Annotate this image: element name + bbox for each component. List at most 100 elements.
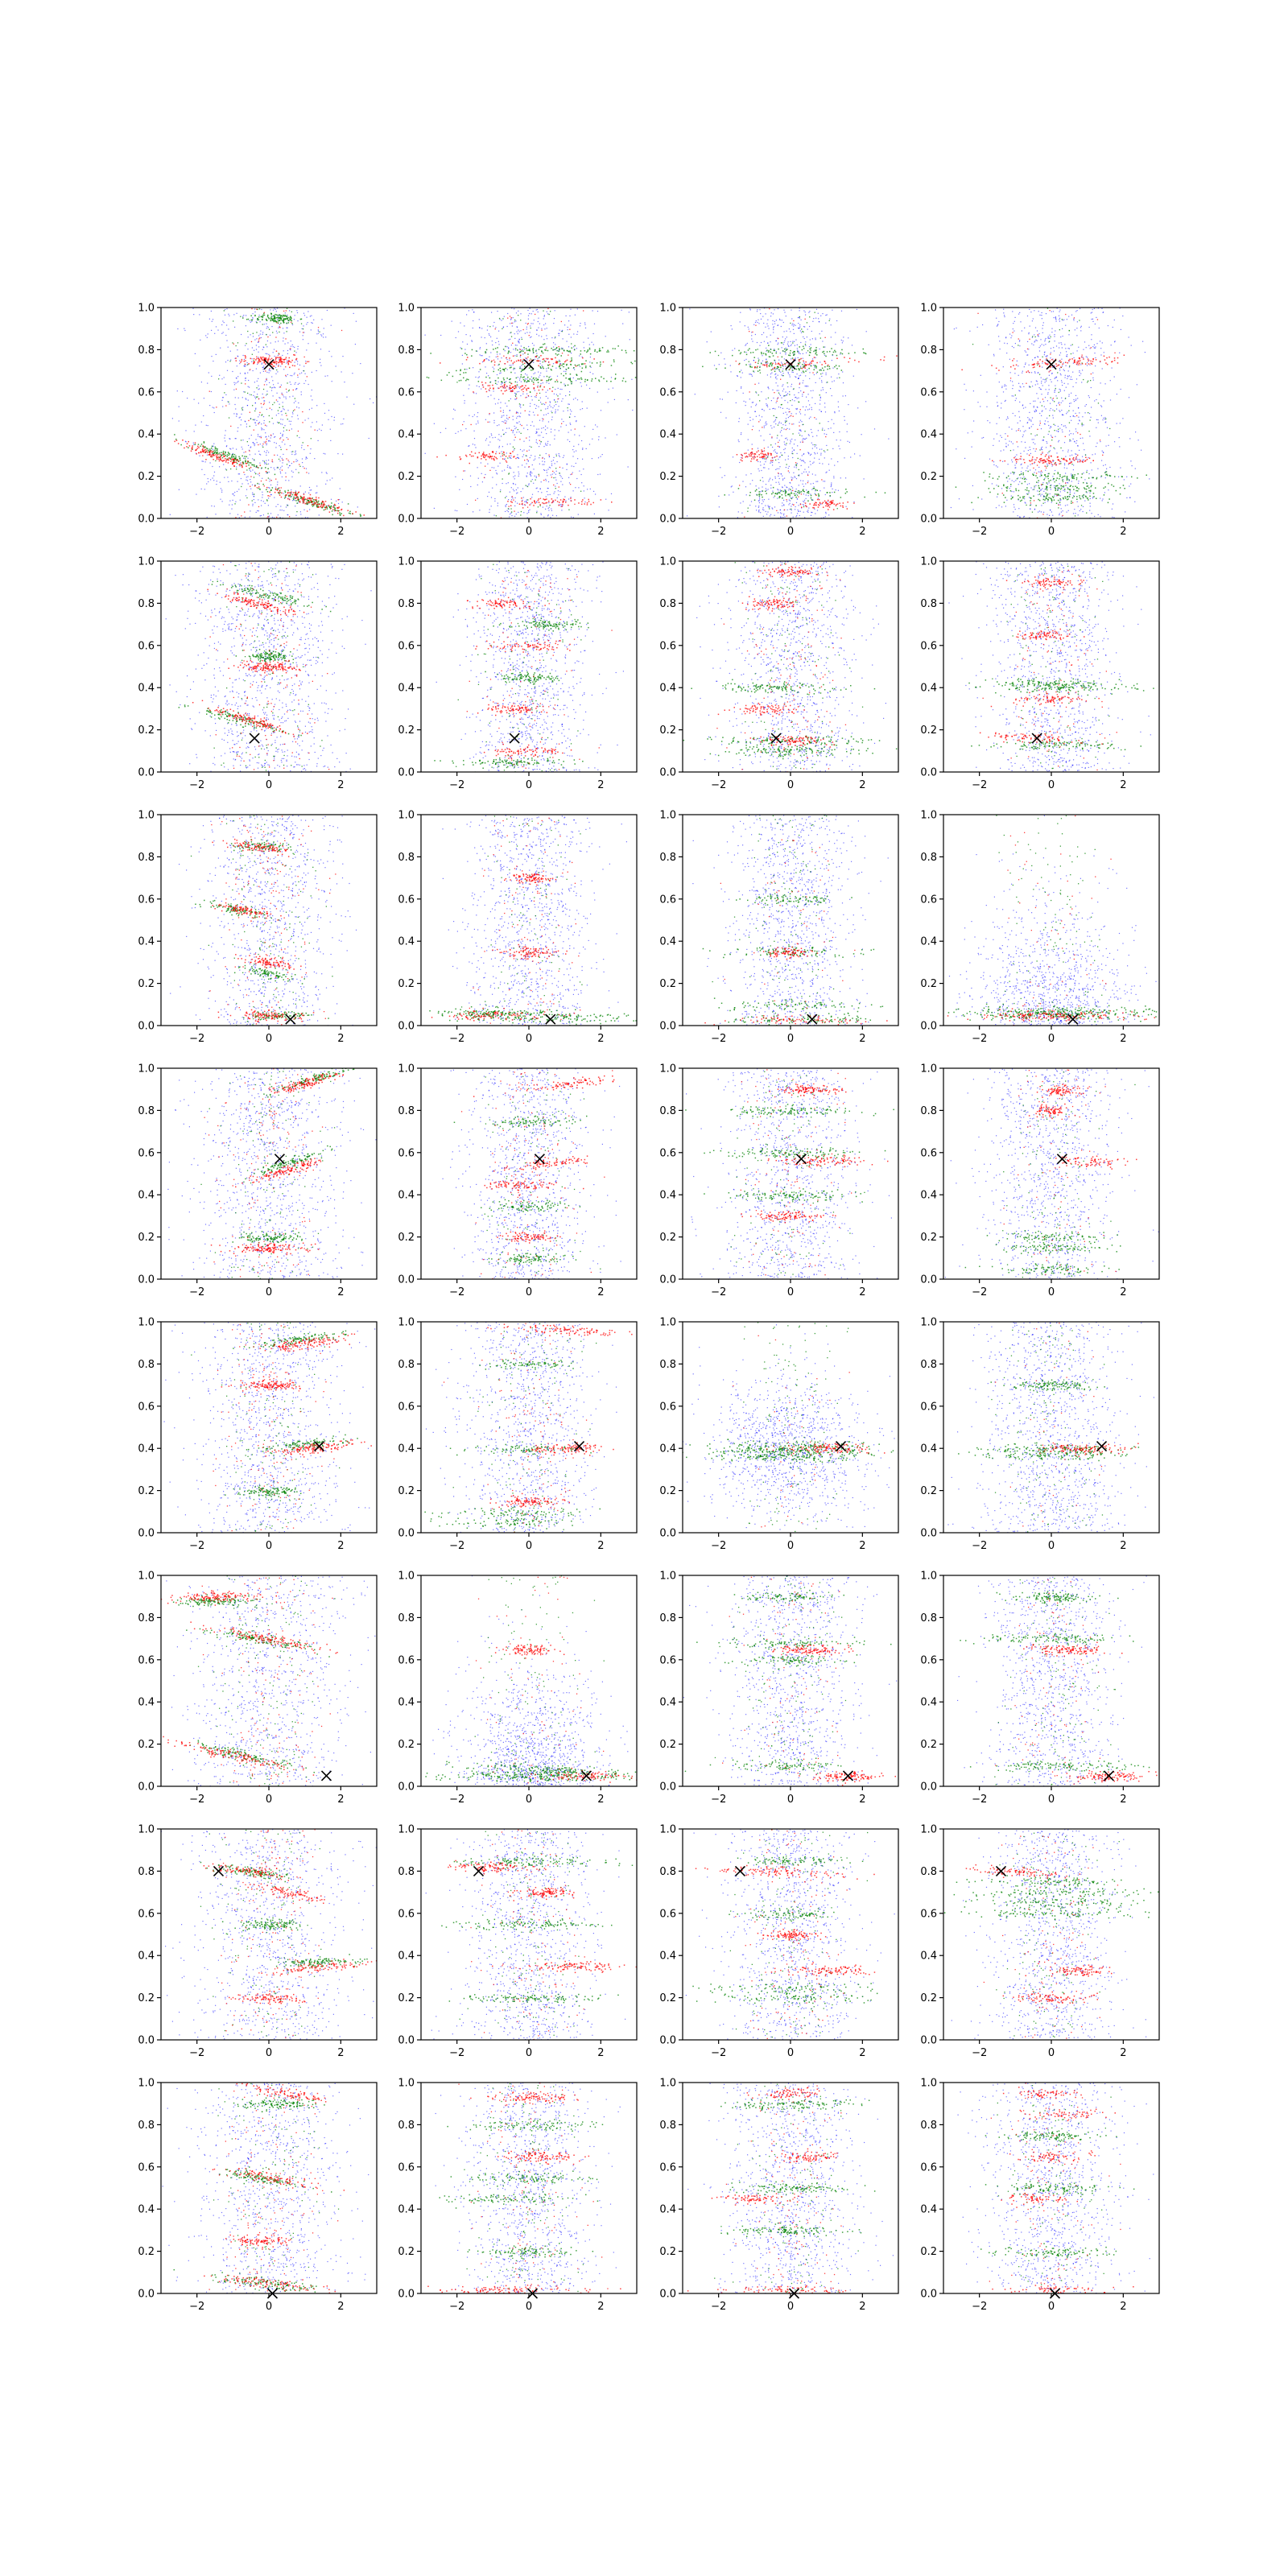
y-tick-label: 1.0 (920, 1824, 937, 1836)
y-tick-label: 0.8 (398, 1866, 415, 1878)
series-blue (436, 561, 624, 772)
panel-r0-c3: −2 0 2 0.0 0.2 0.4 0.6 0.8 1.0 (920, 303, 1160, 538)
y-tick-label: 1.0 (138, 556, 155, 568)
series-blue (683, 1575, 898, 1786)
axes-frame (420, 307, 638, 519)
y-tick-label: 0.4 (398, 1443, 415, 1455)
series-red (427, 2083, 621, 2293)
panel-r5-c0: −2 0 2 0.0 0.2 0.4 0.6 0.8 1.0 (138, 1571, 378, 1806)
axes-frame (682, 307, 899, 519)
x-tick-label: 2 (597, 1794, 604, 1806)
series-blue (162, 2083, 369, 2293)
x-tick-label: −2 (711, 1540, 726, 1552)
x-tick-label: −2 (972, 2301, 987, 2313)
x-marker (573, 1441, 585, 1452)
x-tick-label: 0 (1048, 1033, 1055, 1045)
x-tick-label: −2 (972, 2047, 987, 2059)
axes-frame (420, 1575, 638, 1787)
y-tick-label: 0.2 (398, 471, 415, 483)
y-tick-label: 0.8 (398, 1612, 415, 1624)
series-red (979, 569, 1117, 771)
y-tick-label: 0.8 (920, 1866, 937, 1878)
y-tick-label: 0.8 (398, 1105, 415, 1117)
series-green (964, 1071, 1136, 1278)
x-tick-label: 0 (1048, 526, 1055, 538)
y-tick-label: 0.8 (659, 345, 676, 357)
series-red (1003, 1069, 1137, 1276)
y-tick-label: 0.8 (659, 852, 676, 864)
x-marker (509, 733, 520, 744)
x-tick-label: 2 (859, 1033, 865, 1045)
y-tick-label: 0.0 (398, 514, 415, 526)
x-tick-label: 2 (337, 2301, 344, 2313)
y-tick-label: 0.4 (659, 1443, 676, 1455)
y-tick-label: 0.6 (920, 2161, 937, 2174)
x-marker (785, 359, 796, 370)
x-tick-label: 0 (787, 1033, 794, 1045)
x-marker (534, 1154, 545, 1165)
series-blue (687, 2083, 894, 2293)
y-tick-label: 0.8 (659, 1866, 676, 1878)
series-red (204, 2083, 345, 2293)
y-tick-label: 0.2 (659, 1485, 676, 1497)
axes-frame (420, 1067, 638, 1280)
panel-r7-c1: −2 0 2 0.0 0.2 0.4 0.6 0.8 1.0 (398, 2078, 638, 2313)
x-tick-label: −2 (189, 1286, 204, 1298)
x-tick-label: 2 (597, 779, 604, 791)
y-tick-label: 0.0 (138, 767, 155, 779)
y-tick-label: 0.0 (398, 2035, 415, 2047)
x-tick-label: −2 (711, 1286, 726, 1298)
y-tick-label: 0.0 (398, 1528, 415, 1540)
y-tick-label: 0.2 (398, 978, 415, 990)
panel-r2-c0: −2 0 2 0.0 0.2 0.4 0.6 0.8 1.0 (138, 810, 378, 1045)
y-tick-label: 0.4 (920, 1951, 937, 1963)
scatter-points (425, 1575, 637, 1786)
scatter-points (944, 1068, 1159, 1279)
x-tick-label: −2 (711, 2301, 726, 2313)
series-red (989, 2083, 1134, 2293)
y-tick-label: 0.2 (138, 1485, 155, 1497)
x-tick-label: −2 (449, 1794, 464, 1806)
axes-frame (420, 814, 638, 1026)
panel-r6-c3: −2 0 2 0.0 0.2 0.4 0.6 0.8 1.0 (920, 1824, 1160, 2059)
x-tick-label: −2 (189, 1794, 204, 1806)
x-tick-label: 0 (1048, 779, 1055, 791)
scatter-points (957, 2083, 1159, 2293)
y-tick-label: 0.4 (920, 936, 937, 948)
y-tick-label: 0.4 (659, 1697, 676, 1709)
x-tick-label: −2 (189, 1540, 204, 1552)
y-tick-label: 0.6 (138, 1908, 155, 1920)
y-tick-label: 1.0 (659, 2078, 676, 2090)
scatter-points (167, 1068, 377, 1279)
y-tick-label: 0.2 (398, 724, 415, 737)
y-tick-label: 0.8 (138, 1359, 155, 1371)
panel-r2-c1: −2 0 2 0.0 0.2 0.4 0.6 0.8 1.0 (398, 810, 638, 1045)
series-green (426, 310, 637, 517)
panel-r1-c3: −2 0 2 0.0 0.2 0.4 0.6 0.8 1.0 (920, 556, 1160, 791)
series-blue (947, 1322, 1154, 1533)
axes-frame (420, 1828, 638, 2041)
y-tick-label: 0.2 (138, 1992, 155, 2004)
scatter-points (685, 1829, 895, 2040)
panel-r3-c2: −2 0 2 0.0 0.2 0.4 0.6 0.8 1.0 (659, 1063, 899, 1298)
series-blue (951, 1829, 1147, 2040)
y-tick-label: 0.2 (138, 978, 155, 990)
y-tick-label: 1.0 (920, 1063, 937, 1075)
panel-r1-c2: −2 0 2 0.0 0.2 0.4 0.6 0.8 1.0 (659, 556, 899, 791)
y-tick-label: 0.2 (659, 978, 676, 990)
y-tick-label: 0.2 (398, 2246, 415, 2258)
series-blue (435, 2083, 621, 2293)
series-green (441, 1831, 634, 2036)
x-tick-label: 0 (526, 1540, 532, 1552)
series-green (943, 1832, 1159, 2040)
y-tick-label: 0.4 (138, 936, 155, 948)
series-blue (425, 1829, 626, 2040)
x-tick-label: 2 (859, 1540, 865, 1552)
y-tick-label: 0.8 (920, 2120, 937, 2132)
y-tick-label: 0.6 (659, 1908, 676, 1920)
y-tick-label: 0.0 (138, 1528, 155, 1540)
series-green (683, 562, 898, 770)
y-tick-label: 0.0 (398, 1781, 415, 1794)
series-blue (169, 308, 377, 518)
x-tick-label: −2 (189, 2047, 204, 2059)
